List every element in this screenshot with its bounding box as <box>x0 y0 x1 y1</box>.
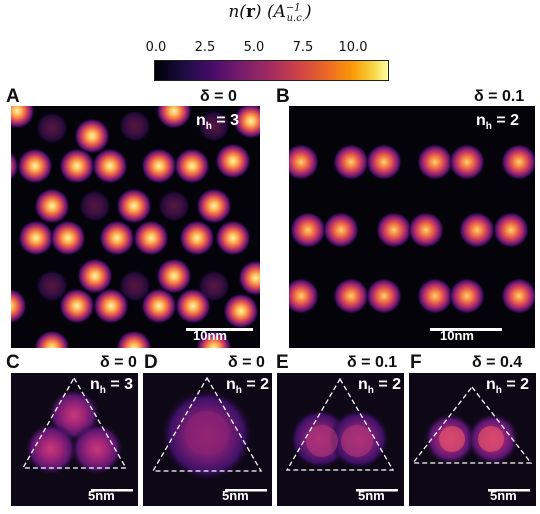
panel-c-density-map <box>11 373 138 506</box>
scale-bar <box>91 489 133 492</box>
panel-b-scale-label: 10nm <box>440 328 474 343</box>
panel-c-blobs <box>11 373 138 506</box>
panel-e-density-map <box>277 373 404 506</box>
panel-d-nh: nh = 2 <box>226 376 270 397</box>
scale-bar <box>186 328 253 331</box>
panel-e-blobs <box>277 373 404 506</box>
scale-bar <box>356 489 398 492</box>
scale-bar <box>430 328 502 331</box>
panel-b-density-map <box>289 106 535 348</box>
colorbar-tick: 2.5 <box>194 40 216 55</box>
panel-label-e: E <box>276 352 289 373</box>
colorbar-tick: 0.0 <box>145 40 167 55</box>
panel-c-nh: nh = 3 <box>90 376 134 397</box>
colorbar-tick: 7.5 <box>292 40 314 55</box>
panel-e-delta: δ = 0.1 <box>347 354 398 371</box>
panel-d-scale-label: 5nm <box>222 488 249 503</box>
panel-c-scale-label: 5nm <box>88 488 115 503</box>
panel-label-d: D <box>144 352 158 373</box>
colorbar-title: n(r) (A−1u.c.) <box>228 2 312 25</box>
panel-f-density-map <box>409 373 536 506</box>
panel-e-nh: nh = 2 <box>358 376 402 397</box>
panel-f-delta: δ = 0.4 <box>472 354 523 371</box>
panel-d-density-map <box>143 373 272 506</box>
panel-f-blobs <box>409 373 536 506</box>
panel-label-c: C <box>6 352 20 373</box>
panel-label-b: B <box>276 86 290 107</box>
panel-e-scale-label: 5nm <box>358 488 385 503</box>
colorbar-tick: 10.0 <box>338 40 368 55</box>
panel-f-scale-label: 5nm <box>490 488 517 503</box>
panel-label-f: F <box>410 352 422 373</box>
colorbar <box>154 60 389 81</box>
panel-f-nh: nh = 2 <box>486 376 530 397</box>
panel-b-delta: δ = 0.1 <box>474 88 525 105</box>
panel-a-delta: δ = 0 <box>200 88 237 105</box>
scale-bar <box>488 489 530 492</box>
scale-bar <box>225 489 267 492</box>
panel-c-delta: δ = 0 <box>100 354 137 371</box>
colorbar-tick: 5.0 <box>243 40 265 55</box>
panel-a-density-map <box>11 106 260 348</box>
panel-b-nh: nh = 2 <box>476 112 520 133</box>
panel-d-blobs <box>143 373 272 506</box>
panel-b-blobs <box>289 106 535 348</box>
panel-label-a: A <box>6 86 20 107</box>
panel-a-nh: nh = 3 <box>196 112 240 133</box>
colorbar-ticks: 0.0 2.5 5.0 7.5 10.0 <box>140 40 400 56</box>
panel-a-scale-label: 10nm <box>193 328 227 343</box>
panel-a-blobs <box>11 106 260 348</box>
panel-d-delta: δ = 0 <box>228 354 265 371</box>
